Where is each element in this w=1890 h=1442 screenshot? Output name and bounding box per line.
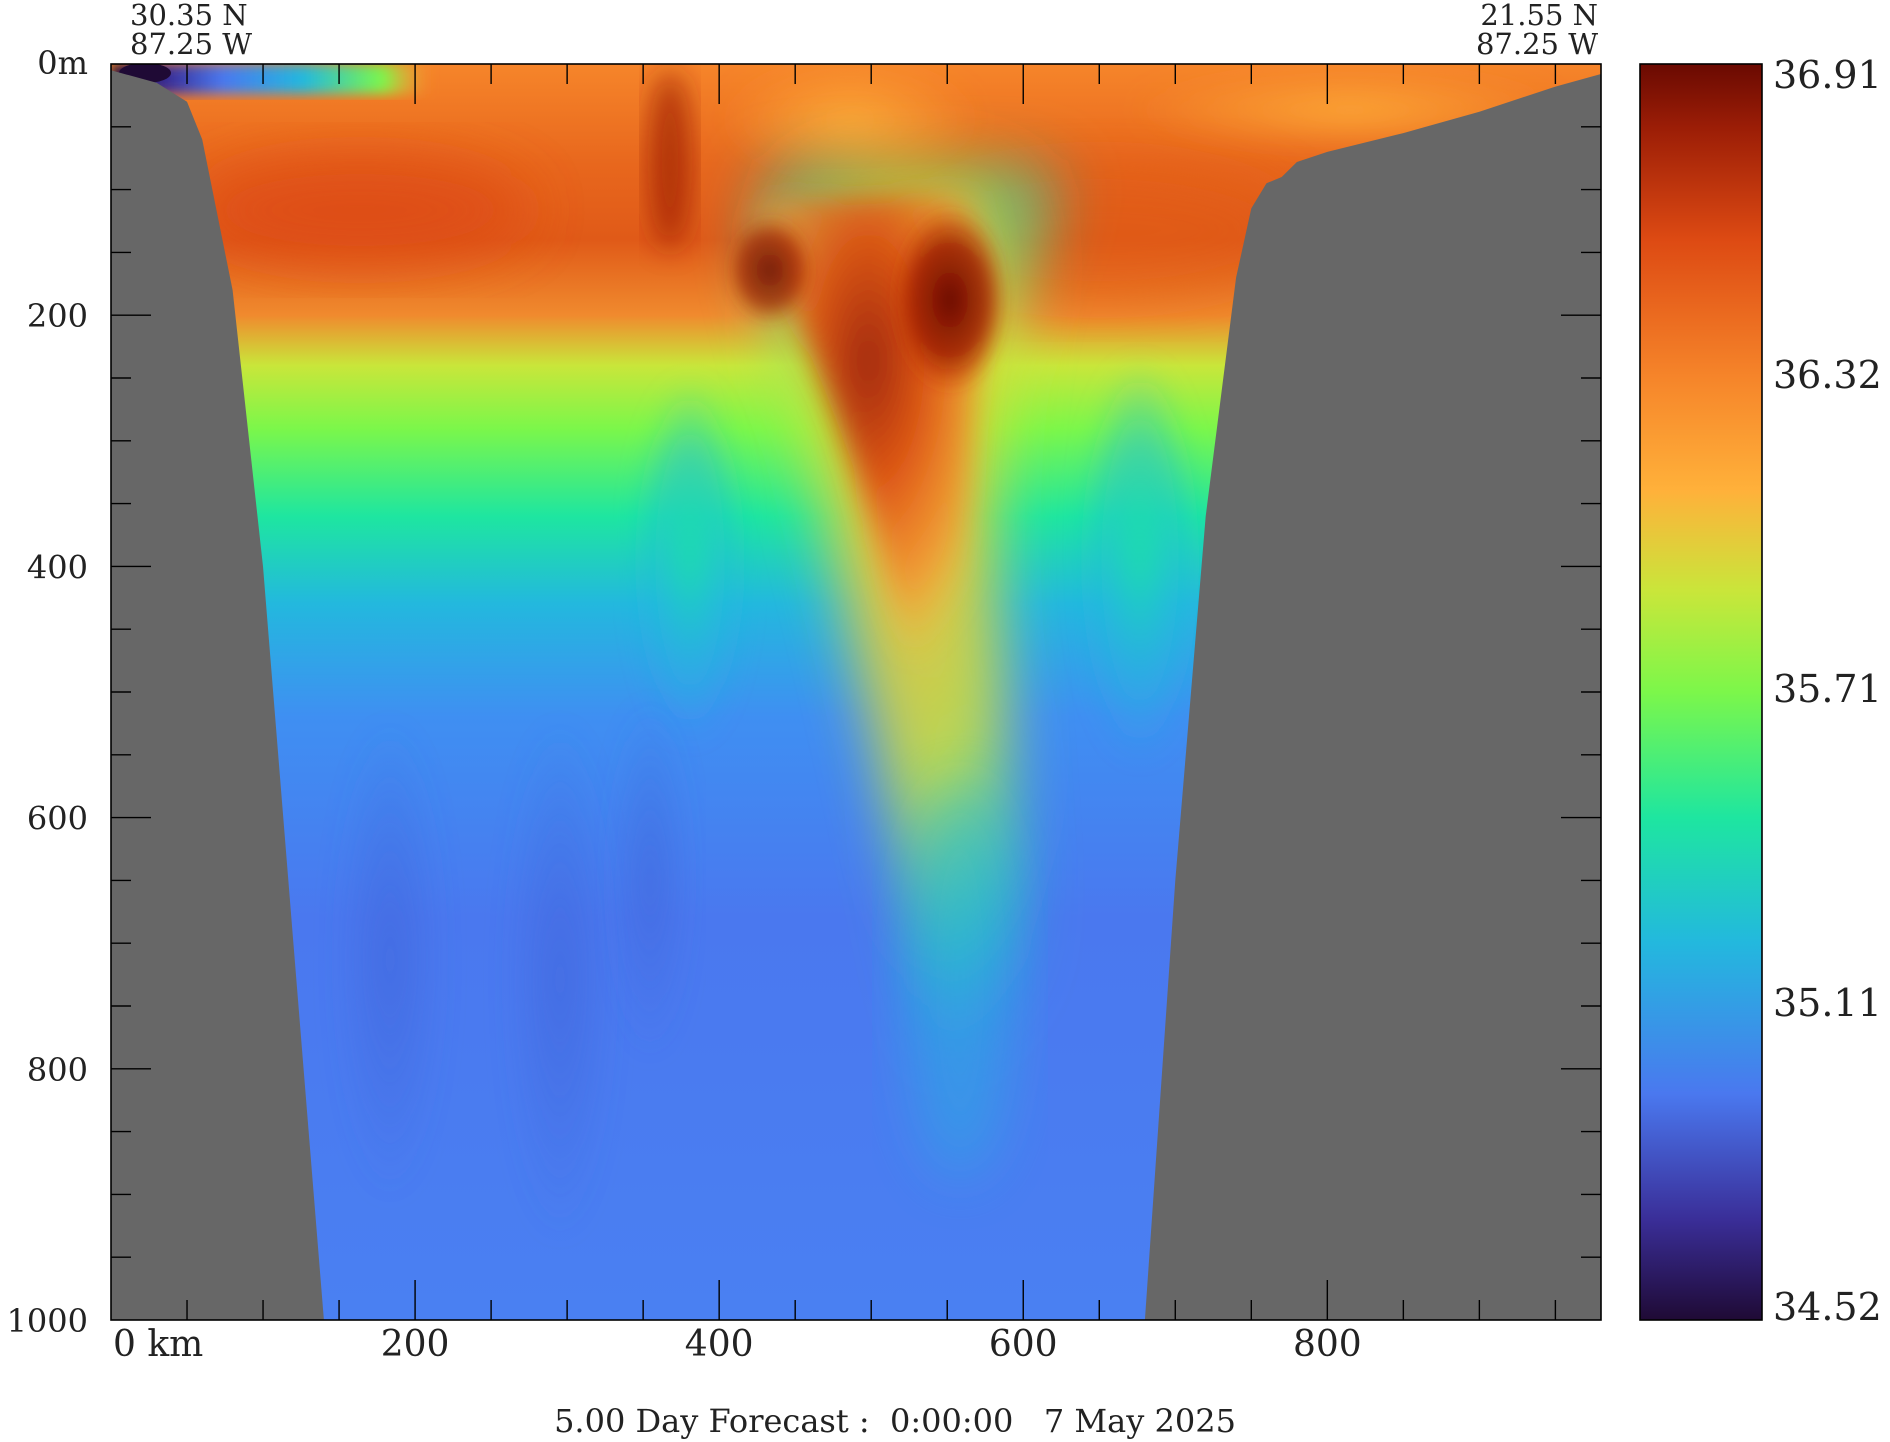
forecast-caption: 5.00 Day Forecast : 0:00:00 7 May 2025 [554,1402,1236,1440]
salinity-max-core [648,70,692,250]
left-latitude: 30.35 N [130,0,248,32]
axis-labels: 0 km 200 400 600 800 0m 200 400 600 800 1000 [7,44,1362,1365]
colorbar-tick-label: 36.91 [1773,53,1882,97]
colorbar-tick-label: 34.52 [1773,1285,1882,1329]
deep-low-salinity [505,720,615,1240]
y-tick-label: 0m [37,44,88,82]
y-tick-label: 1000 [7,1302,88,1340]
y-tick-label: 800 [27,1051,88,1089]
left-longitude: 87.25 W [130,27,252,61]
colorbar-labels: 36.91 36.32 35.71 35.11 34.52 [1773,53,1882,1329]
deep-green-band [905,780,1015,1180]
seafloor-right [1023,64,1601,1320]
x-tick-label: 800 [1293,1324,1362,1365]
deep-green-band [1080,360,1200,760]
colorbar-tick-label: 36.32 [1773,353,1882,397]
deep-low-salinity [610,700,690,1060]
deep-green-band [635,380,745,740]
axis-ticks [111,64,1601,1320]
deep-low-salinity [335,720,445,1200]
x-tick-label: 600 [989,1324,1058,1365]
colorbar-tick-label: 35.71 [1773,667,1882,711]
salinity-max-core [890,205,1010,395]
colorbar-tick-label: 35.11 [1773,981,1882,1025]
seafloor-left [111,64,568,1320]
right-longitude: 87.25 W [1476,27,1598,61]
y-tick-label: 400 [27,548,88,586]
x-tick-label: 0 km [113,1324,203,1365]
x-tick-label: 200 [381,1324,450,1365]
y-tick-label: 200 [27,297,88,335]
section-plot [111,64,1601,1320]
colorbar [1639,63,1763,1321]
y-tick-label: 600 [27,800,88,838]
upper-bright-patch [720,64,980,180]
upper-high-salinity [190,155,530,265]
salinity-max-core [725,215,815,325]
right-latitude: 21.55 N [1480,0,1598,32]
x-tick-label: 400 [685,1324,754,1365]
